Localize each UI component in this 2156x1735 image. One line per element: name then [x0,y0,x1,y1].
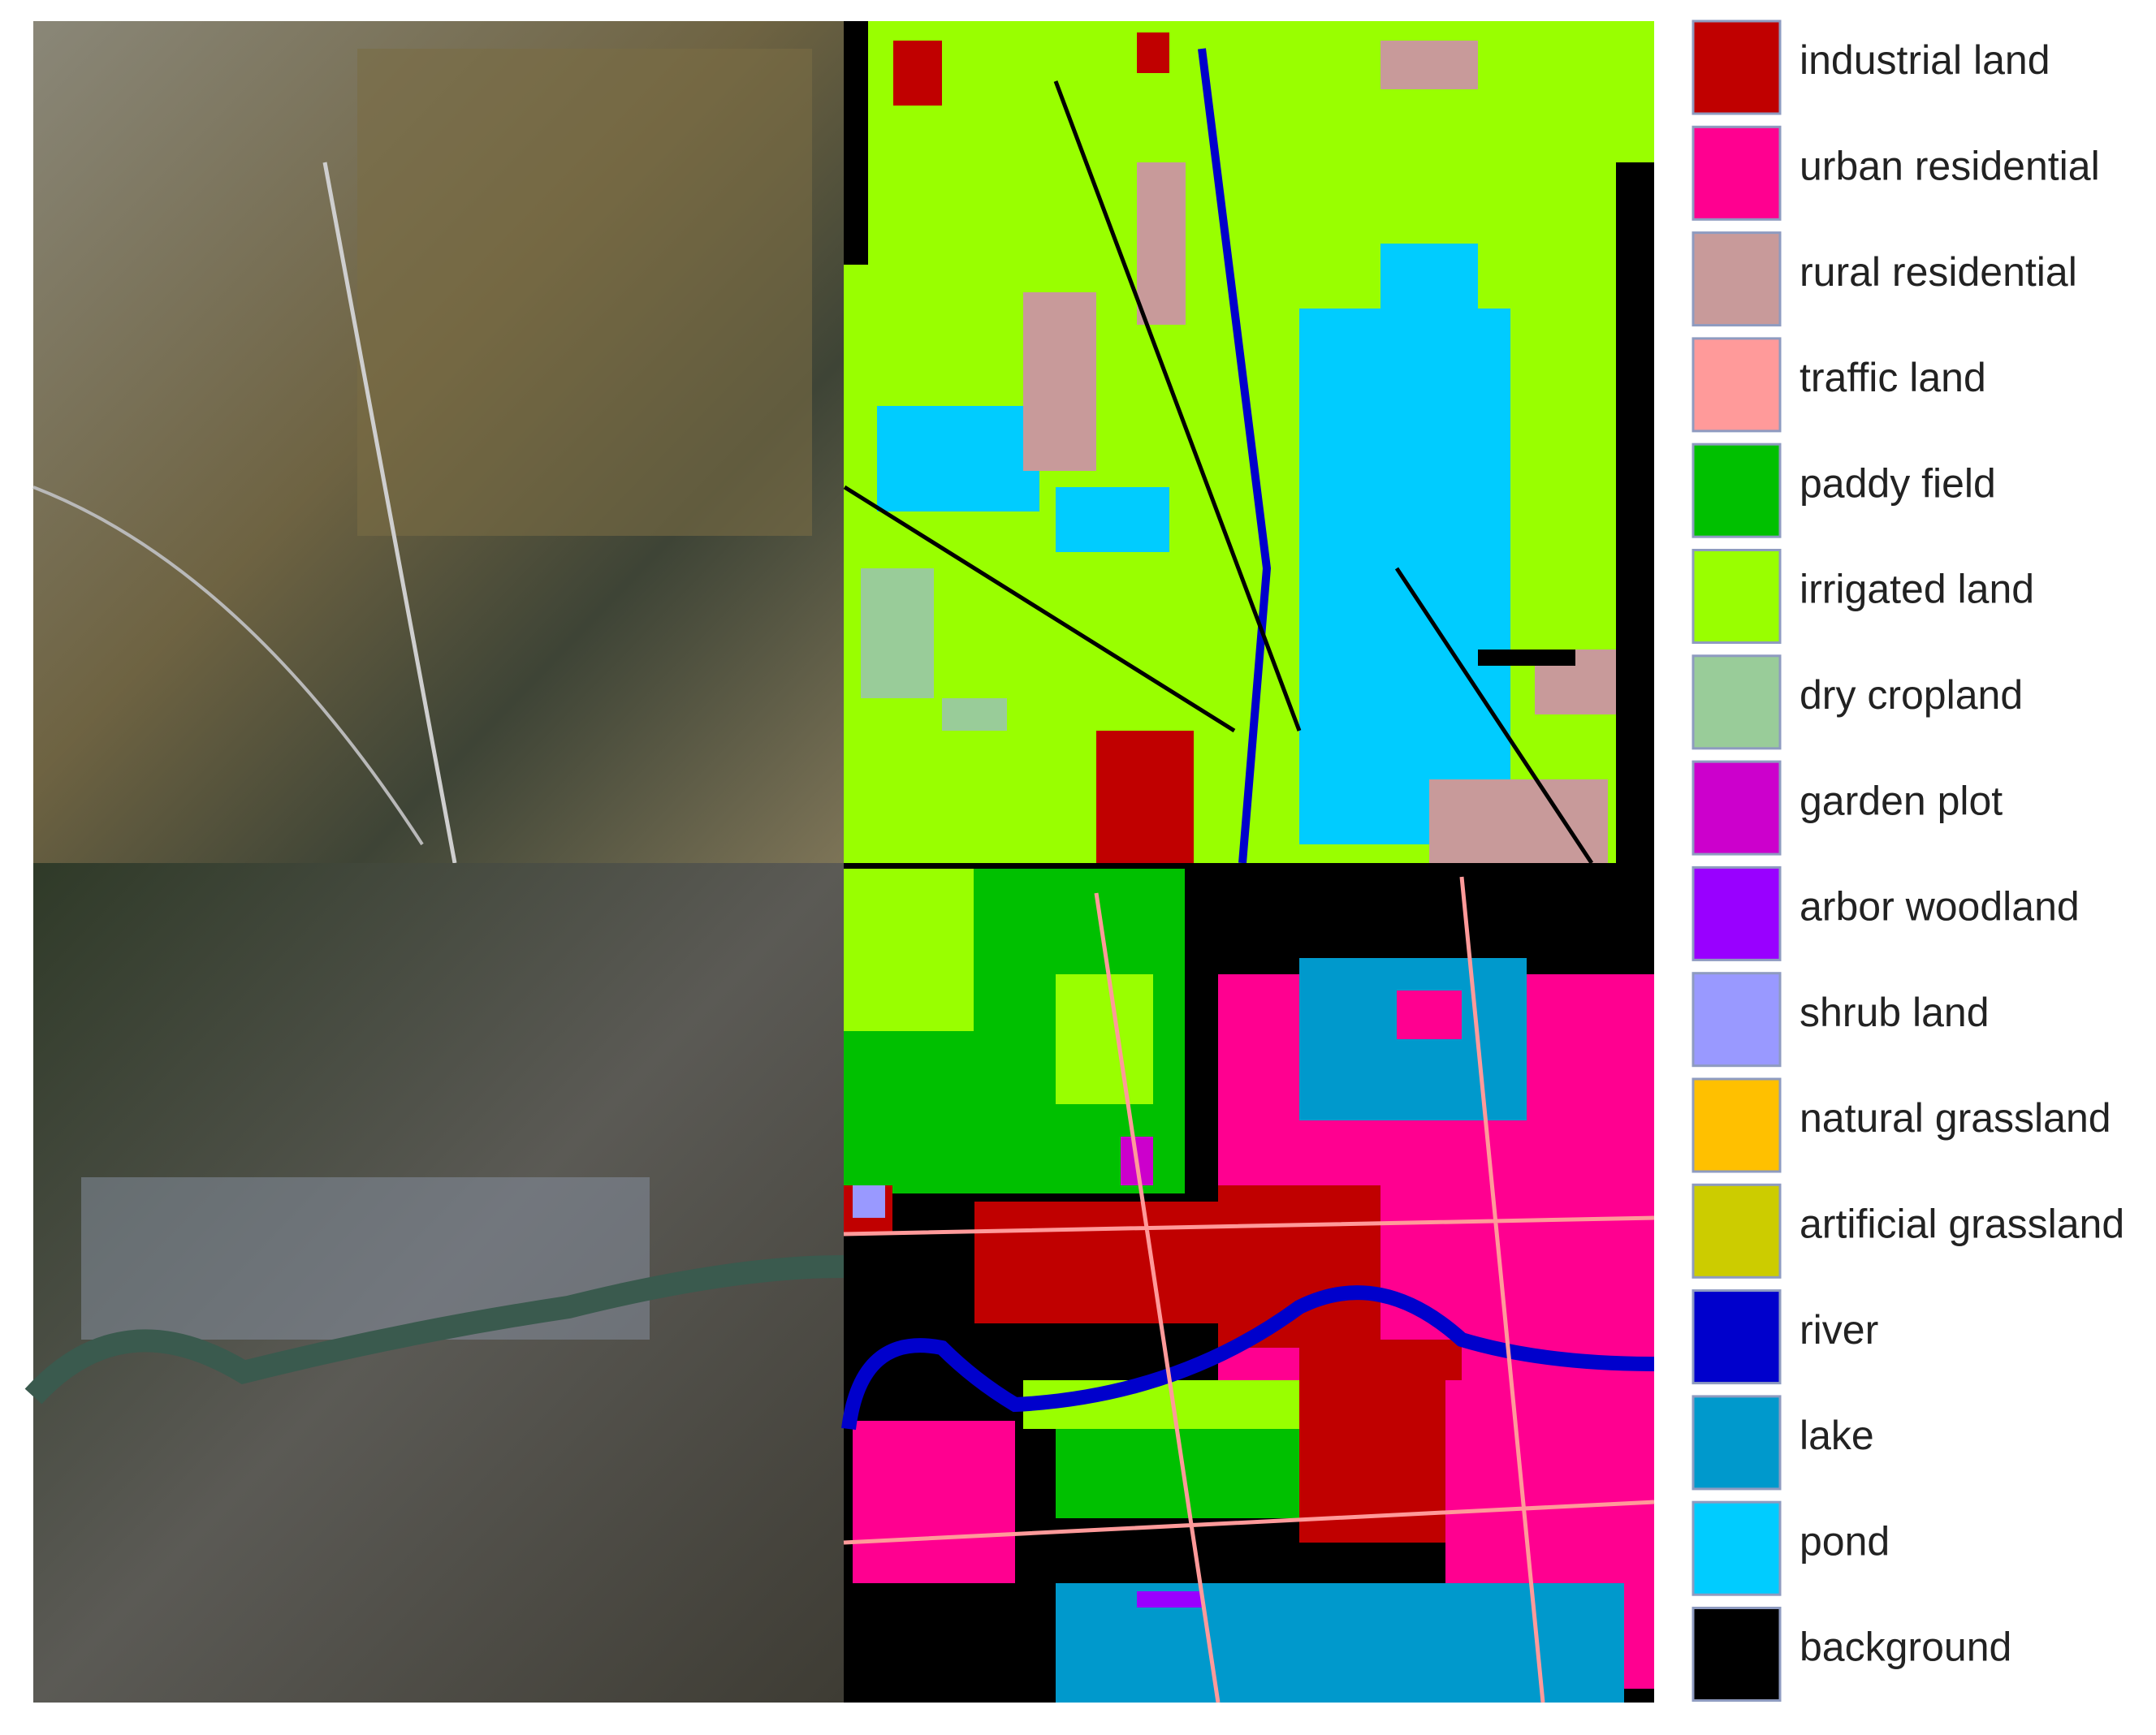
map-region [1137,162,1186,325]
legend-swatch [1692,1395,1782,1491]
map-region [1056,974,1153,1104]
legend-swatch [1692,972,1782,1068]
map-river [1198,48,1272,864]
map-region [1299,309,1510,844]
legend-label: rural residential [1800,249,2077,295]
legend-label: arbor woodland [1800,884,2080,930]
map-region [1380,244,1478,341]
legend-label: dry cropland [1800,672,2023,718]
legend-label: traffic land [1800,355,1986,400]
map-region [1478,650,1575,666]
map-region [1023,292,1096,471]
legend-swatch [1692,442,1782,538]
map-region [853,1421,1015,1583]
legend-swatch [1692,1500,1782,1596]
map-region [861,568,934,698]
legend-swatch [1692,231,1782,327]
legend-swatch [1692,125,1782,221]
map-road [843,876,1655,1703]
map-region [1299,1340,1462,1543]
legend-swatch [1692,1607,1782,1702]
map-region [1397,991,1462,1039]
legend-label: urban residential [1800,144,2100,189]
map-river [841,1285,1655,1431]
map-region [942,698,1007,731]
segmentation-maps [841,21,1655,1703]
legend-swatch [1692,654,1782,750]
map-road [843,80,1594,865]
legend-label: industrial land [1800,37,2050,83]
map-region [844,21,868,265]
legend-swatch [1692,1289,1782,1385]
legend-swatch [1692,337,1782,433]
legend-swatch [1692,19,1782,115]
legend-swatch [1692,1077,1782,1173]
legend-label: paddy field [1800,460,1996,506]
map-region [844,869,974,1031]
map-region [893,41,942,106]
satellite-top [32,21,844,864]
legend-label: river [1800,1307,1878,1353]
legend-label: irrigated land [1800,567,2034,612]
map-region [1616,162,1654,863]
legend-label: shrub land [1800,990,1990,1035]
map-region [1380,41,1478,89]
map-region [1429,779,1608,863]
legend-label: garden plot [1800,778,2003,823]
legend-label: artificial grassland [1800,1202,2124,1247]
legend-label: background [1800,1625,2011,1670]
legend-label: pond [1800,1518,1890,1564]
map-region [1137,1591,1202,1608]
map-region [1096,731,1194,863]
legend-swatch [1692,865,1782,961]
map-region [1056,487,1169,552]
legend-swatch [1692,760,1782,856]
map-region [1137,32,1169,73]
legend-label: lake [1800,1413,1874,1458]
satellite-bottom [24,863,845,1703]
map-region [1218,1185,1380,1348]
map-region [877,406,1039,511]
legend: industrial land urban residential rural re… [1692,19,2124,1702]
legend-swatch [1692,549,1782,644]
map-region [853,1185,885,1218]
legend-label: natural grassland [1800,1095,2111,1141]
legend-swatch [1692,1183,1782,1279]
